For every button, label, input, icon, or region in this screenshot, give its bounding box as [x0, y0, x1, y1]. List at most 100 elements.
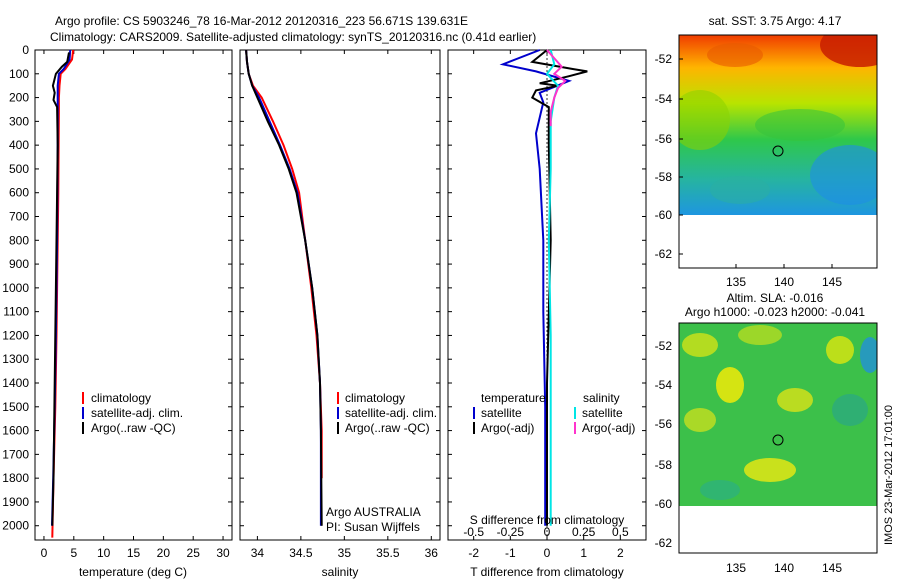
depth-tick-label: 300 — [9, 114, 29, 128]
sst-no-data-area — [679, 215, 877, 268]
sst-ytick-54: -54 — [655, 92, 673, 106]
temperature-panel: 0100200300400500600700800900100011001200… — [2, 43, 233, 579]
legend-label-s-satellite: satellite — [582, 406, 623, 420]
x-tick-label: 34 — [251, 546, 265, 560]
depth-tick-label: 1100 — [3, 305, 29, 319]
float-owner-annotation: Argo AUSTRALIA — [326, 505, 421, 519]
salinity-series — [245, 49, 323, 526]
top-x-tick-label: 0 — [544, 525, 551, 539]
temperature-series — [51, 49, 75, 538]
salinity-panel: 34 34.5 35 35.5 36 climatology satellite-adj… — [239, 49, 441, 579]
x-tick-label: 2 — [617, 546, 624, 560]
top-x-tick-label: 0.25 — [572, 525, 596, 539]
sst-map: sat. SST: 3.75 Argo: 4.17 135 140 145 -5… — [655, 14, 878, 553]
sst-xtick-140: 140 — [774, 275, 794, 289]
sst-ytick-52: -52 — [655, 52, 673, 66]
top-x-tick-label: -0.5 — [463, 525, 484, 539]
depth-axis: 0 100 200 300 400 500 600 700 800 900 1000 1100 1200… — [2, 43, 232, 533]
top-x-tick-label: -0.25 — [497, 525, 525, 539]
top-x-tick-label: 0.5 — [612, 525, 629, 539]
legend-label-argo: Argo(..raw -QC) — [345, 421, 430, 435]
legend-label-climatology: climatology — [345, 391, 405, 405]
x-tick-label: 0 — [41, 546, 48, 560]
depth-tick-label: 1900 — [2, 495, 29, 509]
imos-credit: IMOS 23-Mar-2012 17:01:00 — [883, 405, 895, 545]
sla-xtick-145: 145 — [822, 561, 842, 575]
difference-x-axis: -2 -1 0 1 2 -0.5 -0.25 0 0.25 0.5 — [463, 50, 629, 560]
argo-location-marker — [772, 145, 784, 157]
difference-x-label: T difference from climatology — [470, 565, 624, 579]
depth-tick-label: 1000 — [2, 281, 29, 295]
x-tick-label: 5 — [70, 546, 77, 560]
salinity-legend: climatology satellite-adj. clim. Argo(..… — [337, 391, 437, 435]
sst-ytick-62: -62 — [655, 247, 673, 261]
sla-map-frame — [678, 322, 878, 554]
sst-xtick-135: 135 — [726, 275, 746, 289]
argo-location-marker — [772, 434, 784, 446]
difference-series — [499, 49, 588, 526]
series-line — [51, 52, 70, 526]
sla-ytick-62: -62 — [655, 536, 673, 550]
sst-ytick-60: -60 — [655, 208, 673, 222]
difference-panel: -2 -1 0 1 2 -0.5 -0.25 0 0.25 0.5 temperature sal… — [447, 49, 647, 579]
x-tick-label: 36 — [425, 546, 439, 560]
depth-tick-label: 1300 — [2, 352, 29, 366]
figure-title-line2: Climatology: CARS2009. Satellite-adjuste… — [50, 30, 536, 44]
x-tick-label: 1 — [580, 546, 587, 560]
salinity-x-label: salinity — [322, 565, 359, 579]
legend-label-t-satellite: satellite — [481, 406, 522, 420]
sla-field-texture — [682, 325, 877, 500]
sla-xtick-140: 140 — [774, 561, 794, 575]
depth-tick-label: 900 — [9, 257, 29, 271]
series-line — [245, 49, 322, 526]
legend-label-argo: Argo(..raw -QC) — [91, 421, 176, 435]
sst-xtick-145: 145 — [822, 275, 842, 289]
sst-ytick-56: -56 — [655, 132, 673, 146]
legend-label-climatology: climatology — [91, 391, 151, 405]
temperature-x-label: temperature (deg C) — [79, 565, 187, 579]
pi-annotation: PI: Susan Wijffels — [326, 520, 420, 534]
series-line — [529, 49, 588, 526]
legend-label-t-argo: Argo(-adj) — [481, 421, 534, 435]
depth-tick-label: 2000 — [2, 519, 29, 533]
legend-label-satellite: satellite-adj. clim. — [91, 406, 183, 420]
legend-label-s-argo: Argo(-adj) — [582, 421, 635, 435]
sla-ytick-60: -60 — [655, 497, 673, 511]
sla-map-title-line1: Altim. SLA: -0.016 — [727, 291, 824, 305]
x-tick-label: 0 — [544, 546, 551, 560]
depth-tick-label: 100 — [9, 67, 29, 81]
depth-tick-label: 500 — [9, 162, 29, 176]
sla-no-data-area — [679, 506, 877, 553]
x-tick-label: 35 — [338, 546, 352, 560]
sla-ytick-58: -58 — [655, 458, 673, 472]
sla-ytick-56: -56 — [655, 417, 673, 431]
depth-tick-label: 400 — [9, 138, 29, 152]
salinity-x-axis: 34 34.5 35 35.5 36 — [251, 50, 439, 560]
salinity-y-ticks — [240, 49, 440, 527]
series-line — [245, 49, 323, 479]
difference-legend: temperature salinity satellite Argo(-adj… — [473, 391, 635, 435]
x-tick-label: -1 — [505, 546, 516, 560]
depth-tick-label: 1600 — [2, 424, 29, 438]
depth-tick-label: 800 — [9, 233, 29, 247]
depth-tick-label: 1500 — [2, 400, 29, 414]
sst-field-texture — [679, 35, 877, 205]
difference-y-ticks — [448, 49, 646, 527]
sst-map-title: sat. SST: 3.75 Argo: 4.17 — [709, 14, 842, 28]
series-line — [245, 49, 323, 526]
temperature-legend: climatology satellite-adj. clim. Argo(..… — [82, 391, 183, 435]
depth-tick-label: 600 — [9, 186, 29, 200]
salinity-axes-box — [239, 49, 441, 541]
sst-map-frame — [678, 34, 878, 269]
depth-tick-label: 1200 — [2, 328, 29, 342]
sla-ytick-52: -52 — [655, 339, 673, 353]
sst-ytick-58: -58 — [655, 170, 673, 184]
depth-tick-label: 0 — [22, 43, 29, 57]
depth-tick-label: 1400 — [2, 376, 29, 390]
sla-map: Altim. SLA: -0.016 Argo h1000: -0.023 h2… — [655, 291, 878, 575]
x-tick-label: 35.5 — [376, 546, 400, 560]
sla-ytick-54: -54 — [655, 378, 673, 392]
depth-tick-label: 700 — [9, 210, 29, 224]
x-tick-label: -2 — [468, 546, 479, 560]
